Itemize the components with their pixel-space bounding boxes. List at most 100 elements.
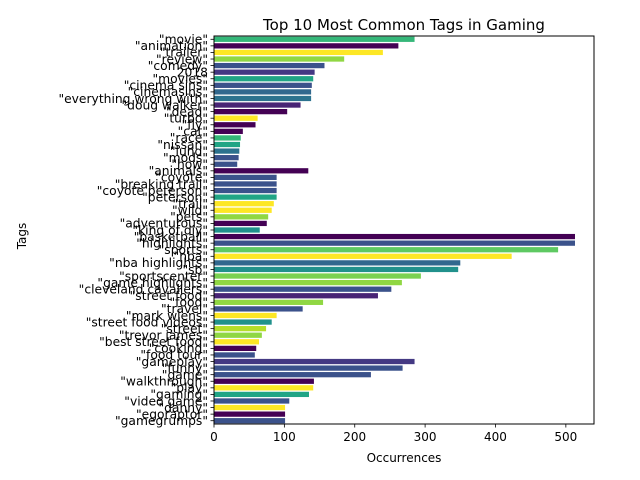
category-label-8: "cinemasins" [128,85,208,99]
category-labels: "movie""animation""trailer""review""come… [58,33,214,428]
bar-23 [214,187,277,194]
bar-6 [214,76,314,82]
bar-45 [214,332,262,338]
category-label-0: "movie" [159,33,208,47]
category-label-41: "travel" [161,302,208,316]
bar-39 [214,293,378,299]
bar-4 [214,62,325,69]
bar-50 [214,365,403,371]
bar-7 [214,82,312,88]
bar-52 [214,378,314,384]
category-label-5: 2018 [177,65,208,79]
category-label-18: "mods" [163,151,208,165]
x-axis-label: Occurrences [367,451,442,465]
category-label-16: "nissan" [157,138,208,152]
bar-5 [214,69,315,75]
bar-1 [214,43,399,49]
x-tick-label-0: 0 [210,430,218,444]
plot-frame [213,35,595,425]
bar-14 [214,128,243,134]
bar-10 [214,102,301,108]
category-label-54: "gaming" [150,388,208,402]
bar-51 [214,372,371,378]
category-label-30: "basketball" [134,230,208,244]
bar-54 [214,391,309,398]
category-label-7: "cinema sins" [124,79,208,93]
bar-3 [214,56,345,62]
category-label-3: "review" [156,52,208,66]
category-label-2: "trailer" [160,46,208,60]
bar-8 [214,89,312,95]
bar-25 [214,201,274,207]
x-tick-label-3: 300 [414,430,437,444]
bar-0 [214,36,415,42]
bar-49 [214,358,415,365]
bar-44 [214,326,267,332]
x-tick-label-1: 100 [273,430,296,444]
category-label-49: "gameplay" [136,355,208,369]
category-label-50: "funny" [162,361,208,375]
bar-19 [214,161,238,167]
category-label-51: "game" [162,368,208,382]
bar-13 [214,122,256,128]
bar-34 [214,260,461,266]
bar-53 [214,385,314,391]
category-label-17: "lund" [170,144,208,158]
bar-16 [214,141,241,148]
category-label-25: "trail" [172,197,208,211]
bar-22 [214,181,277,187]
bar-47 [214,345,257,352]
x-tick-label-4: 400 [484,430,507,444]
bar-36 [214,273,421,279]
category-label-29: "king of diy" [132,223,208,237]
bar-42 [214,312,277,319]
bar-37 [214,279,402,286]
bar-33 [214,253,512,259]
category-label-58: "gamegrumps" [115,414,208,428]
bar-43 [214,319,272,325]
bar-9 [214,95,312,102]
category-label-53: "play" [171,381,208,395]
chart-title: Top 10 Most Common Tags in Gaming [262,16,545,34]
category-label-45: "trevor james" [119,329,208,343]
bar-11 [214,108,288,115]
category-label-40: "food" [170,296,209,310]
bar-38 [214,286,392,292]
category-label-36: "sportscenter" [119,269,208,283]
category-label-23: "coyote peterson" [97,184,208,198]
category-label-31: "highlights" [136,236,208,250]
bar-17 [214,148,240,154]
x-axis-ticks: 0 100 200 300 400 500 [210,424,577,444]
bar-27 [214,214,269,220]
bar-12 [214,115,258,121]
category-label-19: "how" [171,158,208,172]
category-label-26: "wild" [172,204,208,218]
bar-32 [214,247,559,253]
category-label-1: "animation" [135,39,208,53]
category-label-22: "breaking trail" [115,177,208,191]
bar-29 [214,227,260,233]
category-label-44: "street" [161,322,208,336]
category-label-35: "sb" [182,263,208,277]
category-label-56: "danny" [158,401,208,415]
bar-40 [214,299,324,305]
y-axis-label: Tags [15,223,29,251]
bar-28 [214,220,267,227]
bar-2 [214,49,383,56]
bar-48 [214,352,255,358]
bar-46 [214,339,260,345]
category-label-38: "cleveland cavaliers" [79,282,208,296]
category-label-9: "everything wrong with" [58,92,208,106]
bar-58 [214,418,286,424]
bar-30 [214,233,575,240]
bar-35 [214,266,459,273]
category-label-20: "animals" [149,164,208,178]
category-label-37: "game highlights" [97,276,208,290]
category-label-28: "adventurous" [120,217,208,231]
category-label-24: "peterson" [142,190,208,204]
bar-21 [214,174,277,181]
category-label-27: "pets" [170,210,208,224]
category-label-4: "comedy" [148,59,208,73]
bar-56 [214,404,286,411]
